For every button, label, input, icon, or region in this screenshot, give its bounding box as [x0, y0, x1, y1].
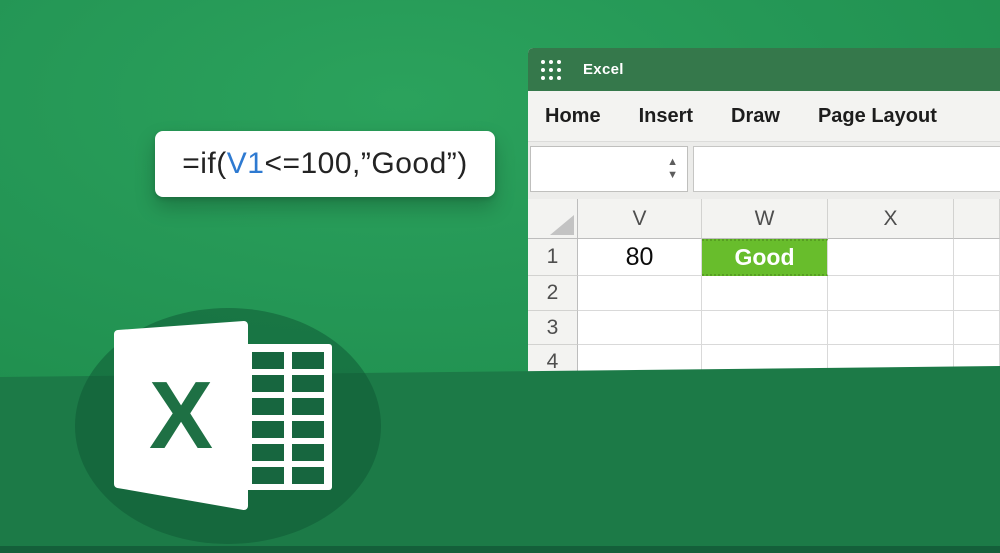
- menu-item-draw[interactable]: Draw: [731, 104, 780, 127]
- waffle-grid-icon[interactable]: [541, 59, 561, 80]
- select-all-triangle-icon: [550, 215, 574, 235]
- cell-W2[interactable]: [702, 276, 828, 311]
- column-header-v[interactable]: V: [578, 199, 702, 239]
- cell-W3[interactable]: [702, 311, 828, 345]
- titlebar: Excel: [528, 48, 1000, 91]
- formula-suffix: <=100,”Good”): [264, 147, 468, 180]
- row-header-1[interactable]: 1: [528, 239, 578, 276]
- column-header-w[interactable]: W: [702, 199, 828, 239]
- cell-X2[interactable]: [828, 276, 954, 311]
- row-header-3[interactable]: 3: [528, 311, 578, 345]
- name-box[interactable]: ▲ ▼: [530, 146, 688, 192]
- cell-X3[interactable]: [828, 311, 954, 345]
- formula-cell-ref: V1: [226, 147, 265, 180]
- formula-prefix: =if(: [182, 147, 227, 180]
- cell[interactable]: [954, 311, 1000, 345]
- row-header-2[interactable]: 2: [528, 276, 578, 311]
- excel-window: Excel Home Insert Draw Page Layout ▲ ▼ V…: [528, 48, 1000, 380]
- cell-W1[interactable]: Good: [702, 239, 828, 276]
- menu-item-home[interactable]: Home: [545, 104, 601, 127]
- cell-V2[interactable]: [578, 276, 702, 311]
- cell[interactable]: [954, 239, 1000, 276]
- formula-row: ▲ ▼: [528, 142, 1000, 199]
- cell[interactable]: [954, 276, 1000, 311]
- sheet-grid: V W X 1 80 Good 2 3 4: [528, 199, 1000, 379]
- spinner-up-icon[interactable]: ▲: [667, 156, 678, 168]
- formula-bar[interactable]: [693, 146, 1000, 192]
- menubar: Home Insert Draw Page Layout: [528, 91, 1000, 142]
- select-all-corner[interactable]: [528, 199, 578, 239]
- menu-item-page-layout[interactable]: Page Layout: [817, 104, 937, 127]
- name-box-spinner: ▲ ▼: [667, 157, 687, 181]
- bottom-edge-strip: [0, 546, 1000, 553]
- menu-item-insert[interactable]: Insert: [638, 104, 694, 127]
- column-header-partial[interactable]: [954, 199, 1000, 239]
- cell-X1[interactable]: [828, 239, 954, 276]
- spinner-down-icon[interactable]: ▼: [667, 169, 678, 181]
- cell-V1[interactable]: 80: [578, 239, 702, 276]
- column-header-x[interactable]: X: [828, 199, 954, 239]
- cell-V3[interactable]: [578, 311, 702, 345]
- formula-card: =if(V1 <=100,”Good”): [155, 131, 495, 197]
- window-title: Excel: [583, 61, 624, 78]
